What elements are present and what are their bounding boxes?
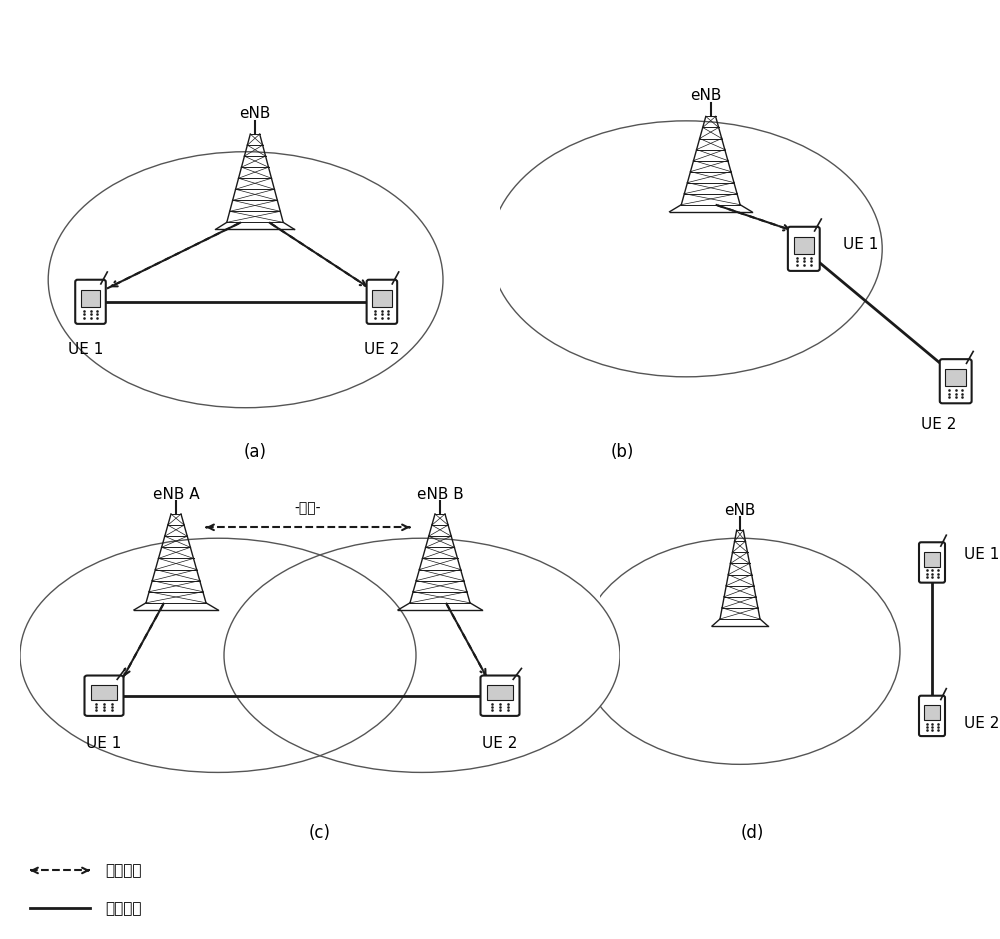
- Text: 数据路径: 数据路径: [105, 901, 142, 916]
- Text: eNB A: eNB A: [153, 487, 199, 501]
- FancyBboxPatch shape: [75, 280, 106, 324]
- Text: (a): (a): [244, 443, 266, 461]
- Text: UE 2: UE 2: [921, 417, 957, 432]
- FancyBboxPatch shape: [919, 543, 945, 582]
- Bar: [924, 551, 940, 567]
- FancyBboxPatch shape: [367, 280, 397, 324]
- Text: UE 1: UE 1: [843, 237, 878, 252]
- Text: (b): (b): [611, 443, 634, 461]
- Text: UE 1: UE 1: [964, 546, 999, 562]
- Text: UE 2: UE 2: [964, 716, 999, 731]
- FancyBboxPatch shape: [940, 359, 972, 404]
- Text: (d): (d): [740, 824, 764, 842]
- Text: eNB: eNB: [239, 106, 271, 121]
- Text: UE 2: UE 2: [364, 342, 400, 357]
- Text: UE 1: UE 1: [68, 342, 103, 357]
- Bar: [945, 369, 966, 386]
- FancyBboxPatch shape: [481, 675, 520, 716]
- Bar: [924, 705, 940, 720]
- Bar: [794, 237, 814, 254]
- Bar: [372, 290, 392, 306]
- Text: (c): (c): [309, 824, 331, 842]
- Text: UE 2: UE 2: [482, 736, 518, 751]
- Text: -回程-: -回程-: [295, 501, 321, 516]
- Bar: [91, 685, 117, 700]
- FancyBboxPatch shape: [788, 226, 820, 270]
- Text: eNB: eNB: [690, 88, 721, 103]
- Bar: [81, 290, 100, 306]
- Text: 控制路径: 控制路径: [105, 863, 142, 878]
- FancyBboxPatch shape: [85, 675, 124, 716]
- Text: UE 1: UE 1: [86, 736, 122, 751]
- FancyBboxPatch shape: [919, 696, 945, 736]
- Text: eNB: eNB: [724, 503, 756, 518]
- Text: eNB B: eNB B: [417, 487, 463, 501]
- Bar: [487, 685, 513, 700]
